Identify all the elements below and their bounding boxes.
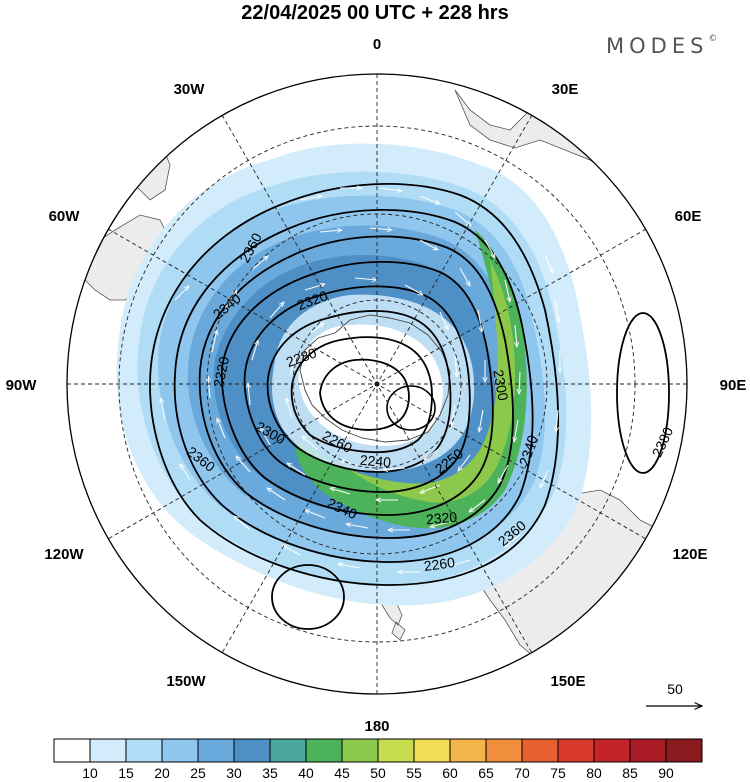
lon-label-0: 0 (373, 36, 381, 53)
colorbar-swatch (557, 738, 595, 763)
contour-2320-a (198, 235, 514, 539)
lon-label-30w: 30W (174, 81, 206, 98)
map-title: 22/04/2025 00 UTC + 228 hrs (241, 2, 509, 24)
lon-label-120w: 120W (44, 546, 84, 563)
wind-shade-50 (350, 260, 516, 503)
contour-2220-a (319, 358, 410, 431)
contour-label: 2300 (490, 368, 511, 402)
colorbar-swatch (125, 738, 163, 763)
colorbar-tick-label: 60 (442, 765, 458, 781)
colorbar-swatch (629, 738, 667, 763)
colorbar-tick-label: 20 (154, 765, 170, 781)
copyright-mark: © (708, 34, 718, 44)
wind-reference-value: 50 (667, 681, 683, 697)
lon-label-90w: 90W (6, 377, 38, 394)
longitude-labels: 0 30E 60E 90E 120E 150E 180 150W 120W 90… (6, 36, 747, 735)
contour-label: 2240 (359, 452, 392, 471)
colorbar-swatch (377, 738, 415, 763)
colorbar-tick-label: 55 (406, 765, 422, 781)
colorbar-swatch (665, 738, 703, 763)
colorbar-tick-label: 75 (550, 765, 566, 781)
graticule (67, 74, 687, 694)
colorbar-swatch (341, 738, 379, 763)
colorbar: 10 15 20 25 30 35 40 45 50 55 60 65 70 75 80 85 90 (53, 738, 703, 781)
wind-vectors (161, 188, 560, 572)
colorbar-swatch (521, 738, 559, 763)
colorbar-tick-label: 10 (82, 765, 98, 781)
colorbar-tick-label: 65 (478, 765, 494, 781)
colorbar-swatch (233, 738, 271, 763)
colorbar-tick-label: 15 (118, 765, 134, 781)
colorbar-swatch (89, 738, 127, 763)
brand-logo: MODES© (606, 34, 717, 58)
colorbar-swatch (161, 738, 199, 763)
lon-label-90e: 90E (720, 377, 747, 394)
contour-2340-a (173, 209, 534, 563)
lon-label-60w: 60W (49, 208, 81, 225)
madagascar-land (688, 290, 702, 335)
colorbar-swatch (53, 738, 91, 763)
height-contours (149, 183, 670, 630)
colorbar-swatch (593, 738, 631, 763)
lon-label-30e: 30E (552, 81, 579, 98)
colorbar-swatch (485, 738, 523, 763)
colorbar-tick-label: 85 (622, 765, 638, 781)
wind-shade-polar-ring (272, 294, 475, 473)
colorbar-tick-label: 30 (226, 765, 242, 781)
lon-label-150w: 150W (166, 673, 206, 690)
colorbar-swatch (269, 738, 307, 763)
contour-2260-a (266, 310, 452, 473)
lon-label-60e: 60E (675, 208, 702, 225)
lon-label-120e: 120E (672, 546, 707, 563)
contour-2360-a (149, 183, 560, 586)
map-disk: 2360 2340 2320 2280 2320 2300 2260 2240 … (67, 74, 702, 694)
map-boundary (66, 73, 688, 695)
wind-reference: 50 (646, 681, 702, 706)
colorbar-tick-label: 90 (658, 765, 674, 781)
colorbar-tick-label: 25 (190, 765, 206, 781)
contour-2380-c (271, 564, 345, 630)
colorbar-tick-label: 45 (334, 765, 350, 781)
lon-label-150e: 150E (550, 673, 585, 690)
contour-2300-a (221, 260, 494, 516)
colorbar-swatch (413, 738, 451, 763)
contour-label: 2320 (210, 355, 232, 389)
contour-label: 2320 (425, 509, 458, 528)
colorbar-tick-label: 80 (586, 765, 602, 781)
colorbar-tick-label: 70 (514, 765, 530, 781)
colorbar-swatch (449, 738, 487, 763)
colorbar-tick-label: 40 (298, 765, 314, 781)
colorbar-tick-label: 50 (370, 765, 386, 781)
lon-label-180: 180 (364, 718, 389, 735)
contour-2240-a (290, 336, 433, 454)
colorbar-swatch (305, 738, 343, 763)
contour-label: 2260 (423, 554, 456, 574)
brand-name: MODES (606, 34, 709, 58)
contour-2380-b (616, 312, 670, 474)
colorbar-swatch (197, 738, 235, 763)
colorbar-tick-label: 35 (262, 765, 278, 781)
